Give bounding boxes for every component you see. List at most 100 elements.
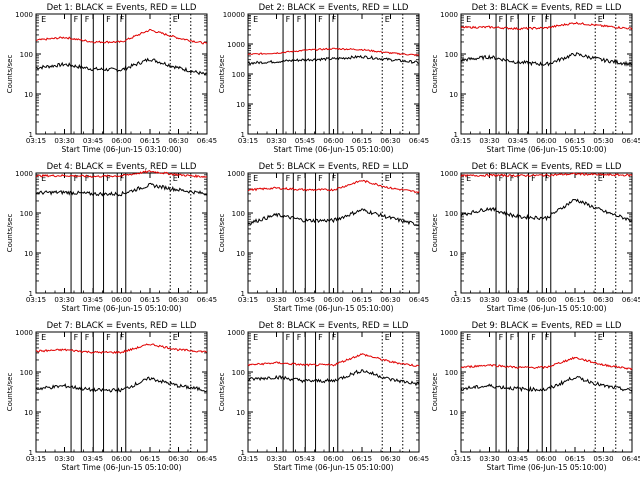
x-tick-label: 03:15 xyxy=(238,455,258,463)
series-line-events xyxy=(35,376,208,394)
y-tick-label: 100 xyxy=(445,51,458,59)
x-tick-label: 06:00 xyxy=(323,296,343,304)
y-tick-label: 10 xyxy=(449,91,458,99)
y-tick-label: 1 xyxy=(454,290,458,298)
series-line-lld xyxy=(35,170,207,179)
x-tick-label: 06:45 xyxy=(622,296,640,304)
event-annotation: F xyxy=(120,15,125,24)
plot-frame xyxy=(460,13,633,135)
x-tick-label: 06:45 xyxy=(409,137,429,145)
y-tick-label: 1000 xyxy=(440,329,458,337)
y-axis-label: Counts/sec xyxy=(431,373,439,412)
plot-frame xyxy=(247,172,420,294)
y-tick-label: 1000 xyxy=(15,329,33,337)
y-tick-label: 100 xyxy=(232,71,245,79)
x-axis-label: Start Time (06-Jun-15 05:10:00) xyxy=(274,304,394,313)
series-line-events xyxy=(35,57,208,76)
x-tick-label: 03:30 xyxy=(266,455,286,463)
y-tick-label: 1 xyxy=(29,449,33,457)
x-tick-label: 06:15 xyxy=(352,455,372,463)
x-tick-label: 06:30 xyxy=(380,455,400,463)
y-tick-label: 100 xyxy=(20,369,33,377)
x-tick-label: 06:45 xyxy=(197,455,217,463)
x-tick-label: 06:00 xyxy=(111,137,131,145)
x-tick-label: 06:45 xyxy=(622,137,640,145)
x-tick-label: 03:45 xyxy=(83,296,103,304)
x-tick-label: 06:15 xyxy=(352,296,372,304)
event-annotation: F xyxy=(332,15,337,24)
chart-title: Det 3: BLACK = Events, RED = LLD xyxy=(472,3,622,13)
series-line-lld xyxy=(247,47,420,57)
y-tick-label: 1000 xyxy=(15,170,33,178)
y-tick-label: 1 xyxy=(241,290,245,298)
event-annotation: F xyxy=(85,333,90,342)
event-annotation: F xyxy=(286,174,291,183)
y-tick-label: 1000 xyxy=(227,41,245,49)
event-annotation: F xyxy=(545,15,550,24)
x-tick-label: 06:45 xyxy=(409,455,429,463)
event-annotation: E xyxy=(466,174,471,183)
x-tick-label: 06:15 xyxy=(352,137,372,145)
event-annotation: F xyxy=(85,174,90,183)
x-tick-label: 06:30 xyxy=(168,137,188,145)
x-tick-label: 05:43 xyxy=(295,455,315,463)
y-tick-label: 10 xyxy=(449,409,458,417)
event-annotation: F xyxy=(531,174,536,183)
chart-panel-4: Det 4: BLACK = Events, RED = LLD 1 10 100 10… xyxy=(6,162,217,313)
event-annotation: F xyxy=(297,15,302,24)
x-tick-label: 03:30 xyxy=(54,137,74,145)
x-tick-label: 03:15 xyxy=(26,296,46,304)
y-tick-label: 100 xyxy=(445,369,458,377)
y-axis-label: Counts/sec xyxy=(218,55,226,94)
event-annotation: F xyxy=(499,174,504,183)
y-tick-label: 1000 xyxy=(227,170,245,178)
plot-frame xyxy=(460,172,633,294)
event-annotation: F xyxy=(318,15,323,24)
event-annotation: E xyxy=(173,174,178,183)
x-tick-label: 06:45 xyxy=(409,296,429,304)
event-annotation: E xyxy=(253,174,258,183)
y-tick-label: 1 xyxy=(29,131,33,139)
x-tick-label: 06:00 xyxy=(323,137,343,145)
series-line-lld xyxy=(247,353,420,367)
event-annotation: E xyxy=(253,15,258,24)
y-axis-label: Counts/sec xyxy=(218,373,226,412)
event-annotation: F xyxy=(74,333,79,342)
y-tick-label: 100 xyxy=(20,51,33,59)
x-tick-label: 03:15 xyxy=(451,455,471,463)
event-annotation: F xyxy=(531,333,536,342)
event-annotation: F xyxy=(106,333,111,342)
event-annotation: F xyxy=(74,174,79,183)
x-tick-label: 03:30 xyxy=(54,455,74,463)
x-tick-label: 06:45 xyxy=(622,455,640,463)
x-tick-label: 03:45 xyxy=(508,137,528,145)
event-annotation: F xyxy=(499,15,504,24)
x-tick-label: 05:30 xyxy=(593,455,613,463)
y-tick-label: 100 xyxy=(445,210,458,218)
x-tick-label: 06:00 xyxy=(111,455,131,463)
chart-title: Det 8: BLACK = Events, RED = LLD xyxy=(259,321,409,331)
y-axis-label: Counts/sec xyxy=(218,214,226,253)
x-tick-label: 06:00 xyxy=(536,137,556,145)
y-tick-label: 10 xyxy=(236,409,245,417)
event-annotation: E xyxy=(598,174,603,183)
y-tick-label: 10 xyxy=(449,250,458,258)
y-axis-label: Counts/sec xyxy=(431,55,439,94)
plot-frame xyxy=(35,13,208,135)
chart-title: Det 9: BLACK = Events, RED = LLD xyxy=(472,321,622,331)
x-axis-label: Start Time (06-Jun-15 05:10:00) xyxy=(274,463,394,472)
event-annotation: F xyxy=(510,333,515,342)
y-tick-label: 100 xyxy=(232,210,245,218)
event-annotation: F xyxy=(545,174,550,183)
y-tick-label: 10000 xyxy=(223,11,245,19)
x-tick-label: 05:45 xyxy=(295,296,315,304)
x-tick-label: 03:30 xyxy=(479,137,499,145)
x-tick-label: 06:00 xyxy=(536,455,556,463)
y-tick-label: 1 xyxy=(29,290,33,298)
plot-frame xyxy=(460,331,633,453)
event-annotation: E xyxy=(41,333,46,342)
x-tick-label: 06:30 xyxy=(380,296,400,304)
x-tick-label: 06:30 xyxy=(593,296,613,304)
chart-title: Det 4: BLACK = Events, RED = LLD xyxy=(47,162,197,172)
